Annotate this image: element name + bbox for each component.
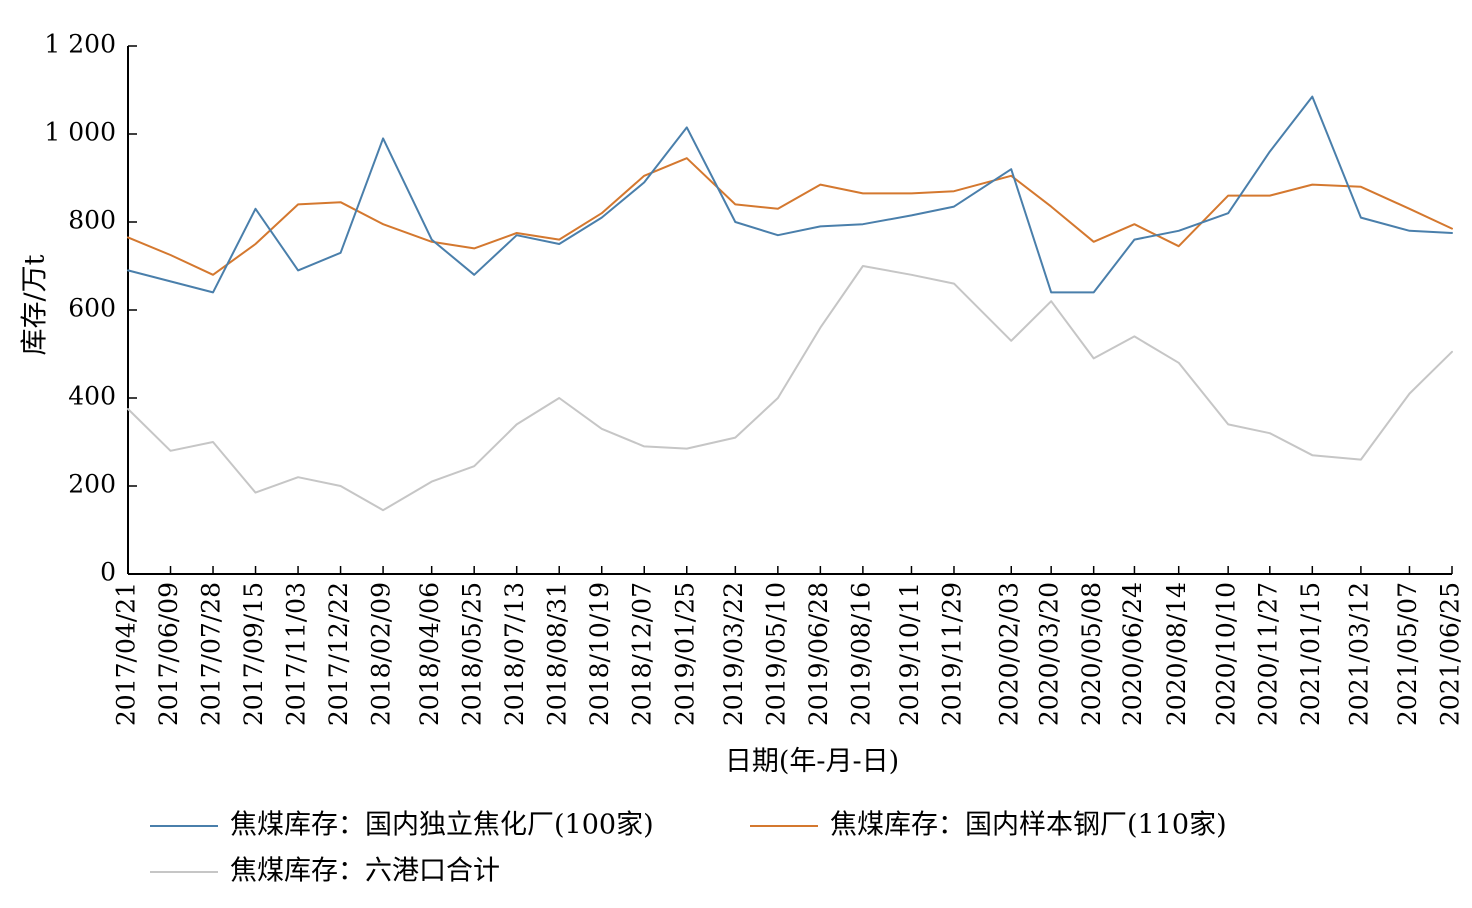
x-tick-label: 2019/10/11	[895, 582, 924, 726]
y-tick-label: 1 000	[44, 118, 116, 147]
x-tick-label: 2021/05/07	[1393, 582, 1422, 726]
y-axis: 0 200 400 600 800 1 000 1 200	[44, 30, 137, 587]
y-tick-label: 600	[68, 294, 116, 323]
x-tick-label: 2018/10/19	[585, 582, 614, 726]
y-tick-label: 200	[68, 470, 116, 499]
x-tick-label: 2020/03/20	[1035, 582, 1064, 726]
x-tick-label: 2020/06/24	[1118, 582, 1147, 726]
x-tick-label: 2018/07/13	[500, 582, 529, 726]
x-tick-label: 2019/05/10	[761, 582, 790, 726]
x-tick-label: 2020/11/27	[1253, 582, 1282, 726]
x-tick-label: 2018/08/31	[543, 582, 572, 726]
x-axis-title: 日期(年-月-日)	[725, 746, 899, 777]
x-tick-label: 2020/08/14	[1162, 582, 1191, 726]
legend-label: 焦煤库存：六港口合计	[230, 856, 500, 887]
x-tick-label: 2020/05/08	[1077, 582, 1106, 726]
x-tick-label: 2021/06/25	[1436, 582, 1465, 726]
legend: 焦煤库存：国内独立焦化厂(100家) 焦煤库存：国内样本钢厂(110家) 焦煤库存：…	[150, 810, 1227, 887]
x-tick-label: 2019/11/29	[937, 582, 966, 726]
series-layer	[127, 95, 1453, 512]
y-axis-title: 库存/万t	[20, 254, 51, 355]
x-tick-label: 2017/06/09	[154, 582, 183, 726]
x-tick-label: 2018/12/07	[628, 582, 657, 726]
legend-label: 焦煤库存：国内独立焦化厂(100家)	[230, 810, 654, 841]
x-tick-label: 2020/02/03	[995, 582, 1024, 726]
x-axis: 2017/04/21 2017/06/09 2017/07/28 2017/09/15…	[112, 566, 1465, 726]
legend-item-3: 焦煤库存：六港口合计	[150, 856, 500, 887]
series-line-1	[127, 95, 1453, 294]
x-tick-label: 2021/03/12	[1344, 582, 1373, 726]
x-tick-label: 2017/07/28	[197, 582, 226, 726]
x-tick-label: 2020/10/10	[1212, 582, 1241, 726]
x-tick-label: 2017/04/21	[112, 582, 141, 726]
x-tick-label: 2018/05/25	[458, 582, 487, 726]
x-tick-label: 2018/02/09	[367, 582, 396, 726]
legend-label: 焦煤库存：国内样本钢厂(110家)	[830, 810, 1227, 841]
x-tick-label: 2019/08/16	[846, 582, 875, 726]
y-tick-label: 1 200	[44, 30, 116, 59]
x-tick-label: 2018/04/06	[415, 582, 444, 726]
x-tick-label: 2019/06/28	[804, 582, 833, 726]
series-line-2	[127, 157, 1453, 276]
x-tick-label: 2021/01/15	[1296, 582, 1325, 726]
y-tick-label: 800	[68, 206, 116, 235]
legend-item-2: 焦煤库存：国内样本钢厂(110家)	[750, 810, 1227, 841]
x-tick-label: 2017/12/22	[324, 582, 353, 726]
x-tick-label: 2019/03/22	[719, 582, 748, 726]
series-line-3	[127, 265, 1453, 512]
legend-item-1: 焦煤库存：国内独立焦化厂(100家)	[150, 810, 654, 841]
y-tick-label: 0	[100, 558, 116, 587]
x-tick-label: 2017/09/15	[239, 582, 268, 726]
x-tick-label: 2017/11/03	[282, 582, 311, 726]
x-tick-label: 2019/01/25	[670, 582, 699, 726]
y-tick-label: 400	[68, 382, 116, 411]
